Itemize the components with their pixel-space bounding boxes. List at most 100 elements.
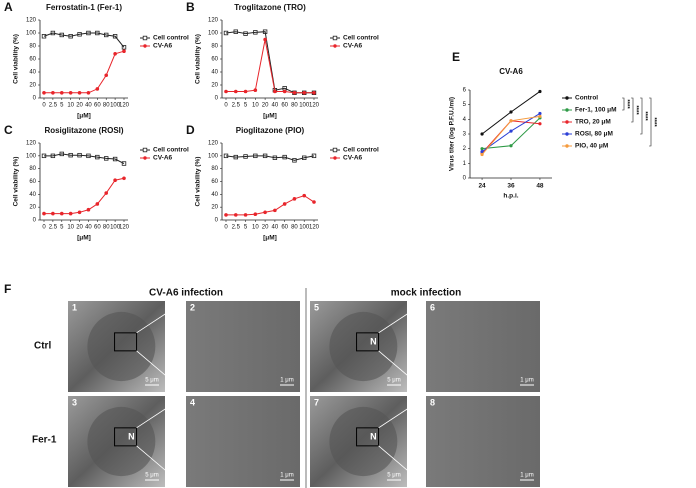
image-number: 1: [72, 302, 77, 312]
marker: [122, 176, 126, 181]
legend-label: Cell control: [343, 147, 379, 154]
legend-label: CV-A6: [153, 155, 173, 162]
marker: [68, 91, 73, 95]
legend-marker: [333, 44, 337, 48]
marker: [86, 153, 91, 159]
zoom-line: [136, 350, 186, 393]
x-tick-label: 100: [299, 103, 310, 109]
series-line: [225, 31, 314, 94]
chart-title: CV-A6: [499, 67, 523, 76]
series-line: [43, 32, 125, 48]
zoom-line: [136, 445, 186, 488]
cell-shape: [87, 406, 156, 477]
image-number: 7: [314, 397, 319, 407]
legend-marker: [565, 96, 569, 100]
zoom-line: [378, 445, 428, 488]
legend-marker: [332, 35, 338, 41]
marker: [77, 91, 82, 95]
chart-title: Rosiglitazone (ROSI): [44, 126, 123, 135]
marker: [59, 32, 64, 38]
marker: [68, 152, 73, 158]
nucleus-label: N: [370, 431, 377, 441]
marker: [262, 29, 268, 34]
marker: [282, 154, 287, 160]
y-tick-label: 40: [211, 192, 218, 198]
scale-label: 5 μm: [145, 378, 158, 384]
x-tick-label: 0: [42, 225, 46, 231]
marker: [253, 88, 258, 92]
significance-label: ****: [641, 111, 647, 121]
marker: [282, 202, 287, 206]
marker: [302, 193, 307, 198]
micrograph: [426, 396, 540, 487]
panel-letter: C: [4, 123, 13, 137]
cell-shape: [87, 311, 156, 382]
image-number: 6: [430, 302, 435, 312]
y-tick-label: 100: [208, 153, 219, 159]
marker: [77, 32, 82, 37]
marker: [41, 34, 47, 39]
marker: [122, 49, 126, 53]
series-line: [44, 50, 125, 94]
marker: [243, 31, 248, 36]
x-tick-label: 40: [272, 103, 279, 109]
cell-shape: [329, 406, 398, 477]
zoom-line: [136, 395, 186, 429]
y-tick-label: 120: [26, 141, 37, 147]
micrograph: [186, 301, 300, 392]
x-tick-label: 20: [262, 225, 269, 231]
x-tick-label: 80: [103, 103, 110, 109]
significance-bracket: [640, 97, 643, 135]
marker: [77, 210, 82, 215]
x-tick-label: 120: [119, 103, 130, 109]
marker: [312, 91, 316, 95]
y-tick-label: 100: [26, 31, 37, 37]
chart-title: Troglitazone (TRO): [234, 3, 306, 12]
marker: [223, 30, 229, 36]
marker: [104, 156, 109, 161]
y-tick-label: 1: [463, 161, 467, 167]
y-tick-label: 120: [208, 18, 219, 24]
legend-label: Cell control: [153, 35, 189, 42]
zoom-line: [378, 350, 428, 393]
marker: [86, 91, 91, 95]
marker: [273, 89, 277, 94]
legend-label: Cell control: [153, 147, 189, 154]
marker: [538, 111, 542, 116]
marker: [292, 158, 297, 163]
scale-label: 1 μm: [280, 378, 293, 384]
marker: [95, 87, 100, 91]
x-tick-label: 24: [478, 183, 486, 190]
image-number: 4: [190, 397, 195, 407]
marker: [509, 144, 513, 148]
y-axis-label: Cell viability (%): [195, 157, 202, 207]
marker: [113, 52, 117, 56]
marker: [121, 161, 127, 166]
row-label: Fer-1: [32, 435, 57, 446]
x-tick-label: 120: [119, 225, 130, 231]
marker: [233, 29, 238, 34]
y-tick-label: 40: [211, 70, 218, 76]
legend-marker: [333, 156, 337, 160]
y-tick-label: 80: [29, 44, 36, 50]
marker: [104, 191, 109, 195]
x-tick-label: 0: [224, 103, 228, 109]
y-tick-label: 80: [29, 166, 36, 172]
marker: [68, 211, 73, 216]
x-tick-label: 5: [60, 225, 64, 231]
marker: [223, 153, 229, 159]
panel-letter: E: [452, 50, 460, 64]
legend-label: CV-A6: [343, 43, 363, 50]
marker: [509, 129, 513, 133]
marker: [243, 213, 248, 217]
legend-marker: [332, 147, 338, 153]
y-tick-label: 120: [26, 18, 37, 24]
y-tick-label: 3: [463, 132, 467, 138]
x-tick-label: 0: [42, 103, 46, 109]
image-number: 2: [190, 302, 195, 312]
legend-marker: [565, 120, 569, 124]
legend-label: CV-A6: [153, 43, 173, 50]
zoom-box: [356, 427, 380, 447]
x-tick-label: 80: [291, 225, 298, 231]
marker: [112, 156, 118, 162]
